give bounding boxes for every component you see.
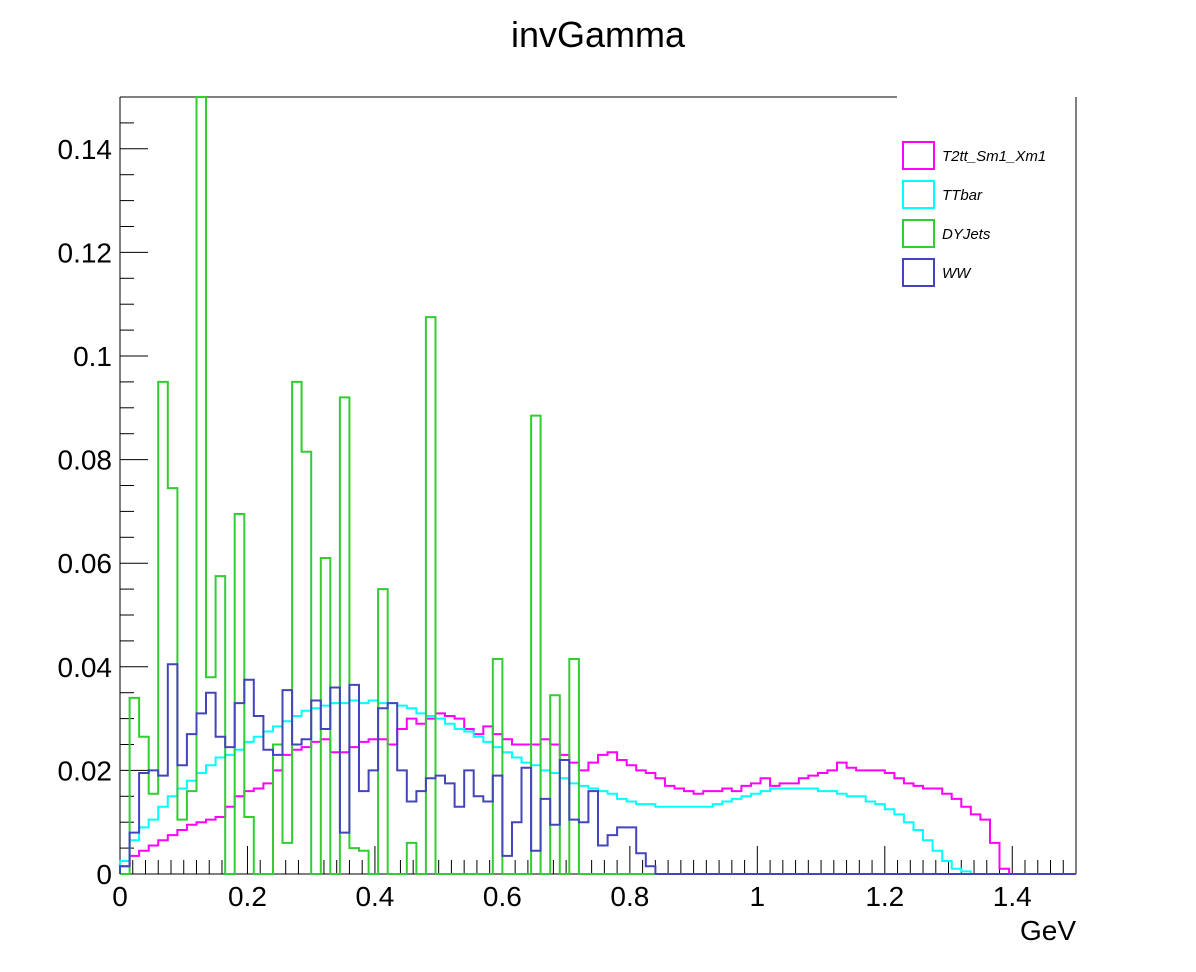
legend-label: TTbar xyxy=(942,187,983,204)
legend-label: WW xyxy=(942,265,972,282)
x-tick-label: 0 xyxy=(112,881,128,912)
x-tick-label: 1.4 xyxy=(993,881,1032,912)
y-tick-label: 0.14 xyxy=(58,134,113,165)
plot-axes: 0 0.02 0.04 0.06 0.08 0.1 0.12 0.14 0 0.2 0.4 0.6 0.… xyxy=(58,96,1077,912)
legend-label: T2tt_Sm1_Xm1 xyxy=(942,148,1046,165)
legend-swatch xyxy=(902,180,935,209)
x-axis-label: GeV xyxy=(1020,915,1076,946)
y-tick-label: 0.04 xyxy=(58,652,113,683)
y-tick-label: 0 xyxy=(96,859,112,890)
y-tick-label: 0.1 xyxy=(73,341,112,372)
series-layer xyxy=(119,96,1076,875)
legend-swatch xyxy=(902,258,935,287)
legend: T2tt_Sm1_Xm1 TTbar DYJets WW xyxy=(902,141,1046,287)
y-tick-label: 0.02 xyxy=(58,755,113,786)
y-tick-label: 0.06 xyxy=(58,548,113,579)
series-ww xyxy=(119,663,1076,875)
x-tick-label: 0.2 xyxy=(228,881,267,912)
y-tick-label: 0.08 xyxy=(58,445,113,476)
chart-title: invGamma xyxy=(511,14,686,55)
legend-label: DYJets xyxy=(942,226,991,243)
x-tick-label: 0.4 xyxy=(355,881,394,912)
x-tick-label: 0.8 xyxy=(610,881,649,912)
legend-swatch xyxy=(902,219,935,248)
x-tick-label: 0.6 xyxy=(483,881,522,912)
legend-swatch xyxy=(902,141,935,170)
y-tick-label: 0.12 xyxy=(58,237,113,268)
x-tick-label: 1 xyxy=(750,881,766,912)
x-tick-label: 1.2 xyxy=(865,881,904,912)
